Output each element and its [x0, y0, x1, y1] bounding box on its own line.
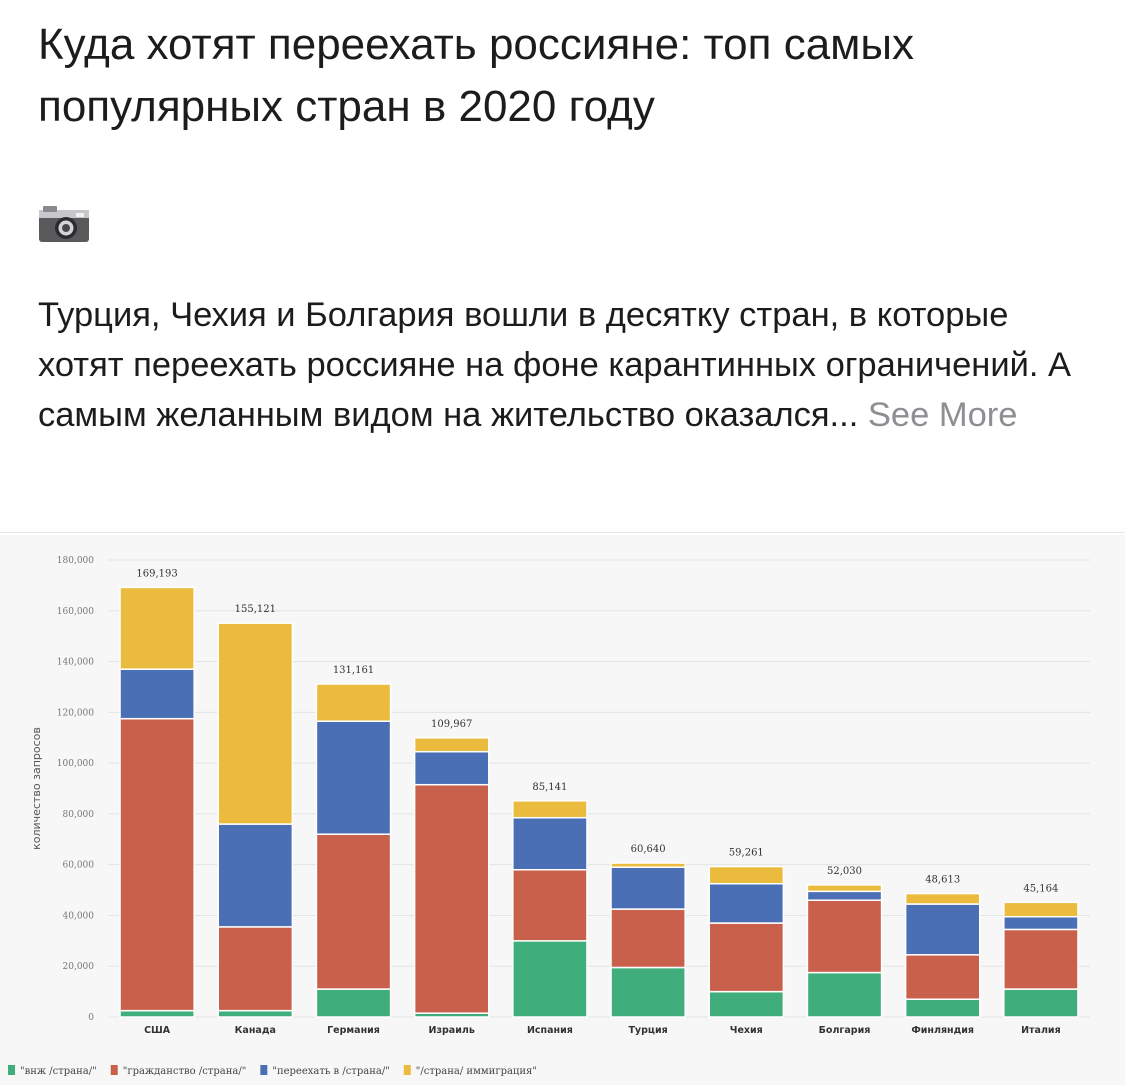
stacked-bar-chart: 0 20,000 40,000 60,000 80,000 100,000 120,000 1… [8, 556, 1090, 1077]
total-label: 169,193 [136, 568, 177, 579]
y-tick-label: 100,000 [57, 759, 94, 769]
category-label: Турция [628, 1025, 667, 1036]
total-label: 45,164 [1023, 883, 1058, 894]
category-label: Испания [527, 1025, 573, 1036]
bar-segment [708, 922, 785, 993]
bar-segment [217, 1009, 294, 1018]
legend-label: "/страна/ иммиграция" [416, 1066, 537, 1077]
legend-swatch [403, 1065, 411, 1075]
bar-segment [315, 683, 392, 722]
bar-segment [119, 717, 195, 1012]
bar-segment [413, 783, 490, 1014]
category-label: Болгария [819, 1025, 871, 1036]
bar-segment [708, 882, 785, 924]
bar-segment [904, 998, 981, 1018]
bar-segment [708, 990, 785, 1018]
bar-segment [904, 954, 981, 1000]
y-tick-label: 60,000 [63, 861, 95, 871]
post-body: Турция, Чехия и Болгария вошли в десятку… [38, 290, 1098, 440]
total-label: 131,161 [333, 665, 374, 676]
post-title: Куда хотят переехать россияне: топ самых… [38, 20, 915, 131]
bar-segment [610, 908, 686, 969]
bar-segment [413, 750, 490, 786]
bar-segment [217, 622, 294, 825]
bar-segment [904, 903, 981, 956]
category-label: Чехия [730, 1025, 763, 1036]
bar-segment [806, 899, 883, 974]
bar-segment [708, 865, 785, 885]
y-tick-label: 80,000 [63, 810, 95, 820]
bar-segment [1003, 988, 1079, 1018]
legend-label: "гражданство /страна/" [123, 1066, 247, 1077]
bar-segment [315, 720, 392, 835]
y-tick-label: 0 [88, 1013, 94, 1023]
bar-segment [119, 586, 195, 670]
total-label: 85,141 [532, 782, 567, 793]
y-tick-label: 20,000 [63, 962, 95, 972]
y-tick-label: 40,000 [63, 911, 95, 921]
bar-segment [806, 884, 883, 893]
bar-segment [315, 988, 392, 1018]
bar-segment [1003, 915, 1079, 931]
bar-segment [806, 971, 883, 1018]
category-label: США [144, 1025, 171, 1036]
y-tick-label: 160,000 [57, 607, 94, 617]
legend-swatch [110, 1065, 118, 1075]
bar-segment [512, 868, 588, 942]
category-label: Финляндия [911, 1025, 974, 1036]
category-label: Германия [327, 1025, 380, 1036]
bar-segment [610, 862, 686, 868]
bar-segment [512, 816, 588, 871]
bar-segment [1003, 928, 1079, 990]
bar-segment [512, 800, 588, 819]
total-label: 48,613 [925, 875, 960, 886]
camera-icon [39, 206, 89, 242]
bar-segment [119, 1009, 195, 1018]
bar-segment [413, 737, 490, 753]
divider [0, 532, 1125, 533]
y-tick-label: 180,000 [57, 556, 94, 566]
bar-segment [610, 966, 686, 1018]
total-label: 60,640 [631, 844, 666, 855]
y-tick-label: 140,000 [57, 658, 94, 668]
total-label: 109,967 [431, 719, 472, 730]
legend-swatch [260, 1065, 268, 1075]
bar-segment [512, 940, 588, 1018]
bar-segment [806, 890, 883, 901]
total-label: 155,121 [235, 604, 276, 615]
total-label: 59,261 [729, 848, 764, 859]
total-label: 52,030 [827, 866, 862, 877]
y-axis-label: количество запросов [30, 727, 43, 850]
y-tick-label: 120,000 [57, 708, 94, 718]
bar-segment [217, 823, 294, 928]
category-label: Израиль [429, 1025, 475, 1036]
legend-label: "переехать в /страна/" [272, 1066, 389, 1077]
legend-label: "внж /страна/" [20, 1066, 97, 1077]
bar-segment [904, 892, 981, 905]
bar-segment [315, 833, 392, 990]
bar-segment [610, 866, 686, 910]
bar-segment [1003, 901, 1079, 918]
category-label: Канада [235, 1025, 276, 1036]
post-body-text: Турция, Чехия и Болгария вошли в десятку… [38, 296, 1072, 434]
bar-segment [217, 926, 294, 1012]
bar-segment [119, 668, 195, 720]
legend-swatch [8, 1065, 15, 1075]
category-label: Италия [1021, 1025, 1061, 1036]
chart-image[interactable]: 0 20,000 40,000 60,000 80,000 100,000 120,000 1… [0, 535, 1125, 1085]
see-more-link[interactable]: See More [867, 396, 1018, 434]
